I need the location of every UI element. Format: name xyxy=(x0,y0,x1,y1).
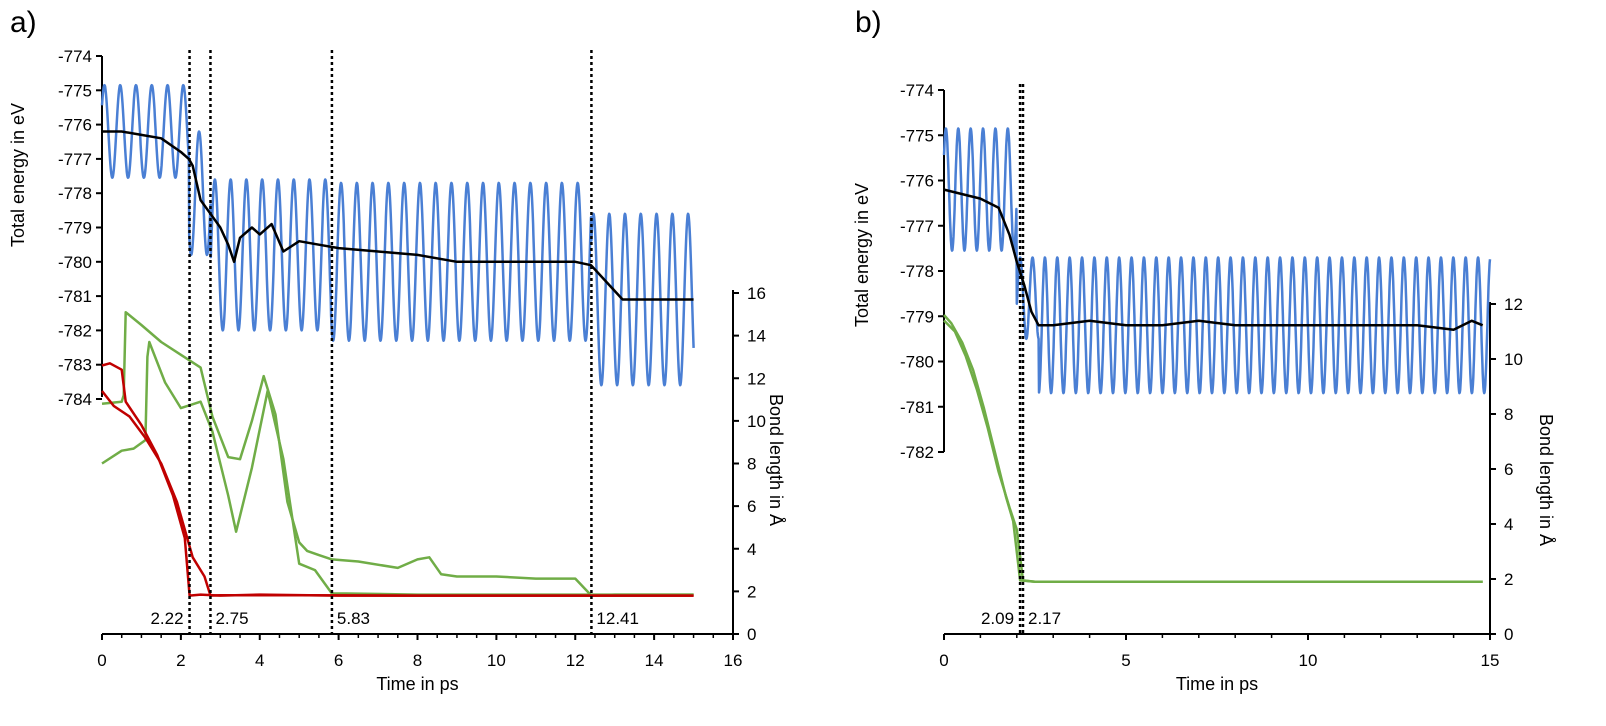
left-tick-label: -777 xyxy=(900,217,934,236)
left-tick-label: -784 xyxy=(58,390,92,409)
event-label: 12.41 xyxy=(596,609,639,628)
left-tick-label: -778 xyxy=(900,262,934,281)
event-label: 2.17 xyxy=(1028,609,1061,628)
x-tick-label: 2 xyxy=(176,651,185,670)
left-axis-title: Total energy in eV xyxy=(852,183,872,327)
right-tick-label: 2 xyxy=(747,582,756,601)
right-tick-label: 6 xyxy=(1504,460,1513,479)
event-label: 5.83 xyxy=(337,609,370,628)
x-axis-title: Time in ps xyxy=(376,674,458,694)
series-group xyxy=(942,127,1492,584)
left-tick-label: -780 xyxy=(900,353,934,372)
left-tick-label: -780 xyxy=(58,253,92,272)
right-tick-label: 0 xyxy=(1504,625,1513,644)
left-tick-label: -774 xyxy=(58,47,92,66)
right-tick-label: 2 xyxy=(1504,570,1513,589)
x-tick-label: 16 xyxy=(724,651,743,670)
x-tick-label: 14 xyxy=(645,651,664,670)
left-tick-label: -777 xyxy=(58,150,92,169)
x-tick-label: 10 xyxy=(487,651,506,670)
x-tick-label: 15 xyxy=(1481,651,1500,670)
left-tick-label: -778 xyxy=(58,184,92,203)
left-tick-label: -783 xyxy=(58,356,92,375)
left-tick-label: -775 xyxy=(900,126,934,145)
right-tick-label: 12 xyxy=(1504,295,1523,314)
x-tick-label: 0 xyxy=(939,651,948,670)
right-tick-label: 16 xyxy=(747,284,766,303)
event-label: 2.75 xyxy=(215,609,248,628)
left-tick-label: -776 xyxy=(58,116,92,135)
left-tick-label: -775 xyxy=(58,81,92,100)
left-tick-label: -782 xyxy=(900,443,934,462)
x-tick-label: 4 xyxy=(255,651,264,670)
panel-label: b) xyxy=(855,6,882,39)
series-line-bond-length-green-2 xyxy=(943,319,1483,584)
x-tick-label: 8 xyxy=(413,651,422,670)
panel-a: a) -774 -775 -776 -777 -778 -779 -780 -781 -782 -7… xyxy=(8,6,786,694)
left-axis-title: Total energy in eV xyxy=(8,103,28,247)
series-line-bond-length-red-2 xyxy=(101,390,694,597)
x-axis-title: Time in ps xyxy=(1176,674,1258,694)
left-tick-label: -779 xyxy=(58,219,92,238)
right-tick-label: 6 xyxy=(747,497,756,516)
right-axis-title: Bond length in Å xyxy=(766,394,786,526)
right-tick-label: 10 xyxy=(1504,350,1523,369)
x-tick-label: 5 xyxy=(1121,651,1130,670)
x-tick-label: 10 xyxy=(1299,651,1318,670)
right-tick-label: 8 xyxy=(747,455,756,474)
series-line-total-energy-instantaneous xyxy=(942,127,1492,395)
x-tick-label: 0 xyxy=(97,651,106,670)
panel-label: a) xyxy=(10,6,37,39)
x-tick-label: 6 xyxy=(334,651,343,670)
event-label: 2.09 xyxy=(981,609,1014,628)
series-line-bond-length-green-1 xyxy=(101,310,694,597)
panel-b: b) -774 -775 -776 -777 -778 -779 -780 -781 -782 To… xyxy=(852,6,1556,694)
left-tick-label: -779 xyxy=(900,307,934,326)
left-tick-label: -781 xyxy=(900,398,934,417)
event-label: 2.22 xyxy=(150,609,183,628)
left-tick-label: -781 xyxy=(58,287,92,306)
right-tick-label: 10 xyxy=(747,412,766,431)
right-tick-label: 4 xyxy=(747,540,756,559)
right-tick-label: 14 xyxy=(747,327,766,346)
right-tick-label: 12 xyxy=(747,369,766,388)
left-tick-label: -782 xyxy=(58,321,92,340)
right-axis-title: Bond length in Å xyxy=(1536,414,1556,546)
right-tick-label: 8 xyxy=(1504,405,1513,424)
x-tick-label: 12 xyxy=(566,651,585,670)
right-tick-label: 4 xyxy=(1504,515,1513,534)
series-line-total-energy-instantaneous xyxy=(100,83,695,387)
left-tick-label: -774 xyxy=(900,81,934,100)
left-tick-label: -776 xyxy=(900,172,934,191)
series-line-total-energy-running-average xyxy=(943,188,1484,332)
right-tick-label: 0 xyxy=(747,625,756,644)
